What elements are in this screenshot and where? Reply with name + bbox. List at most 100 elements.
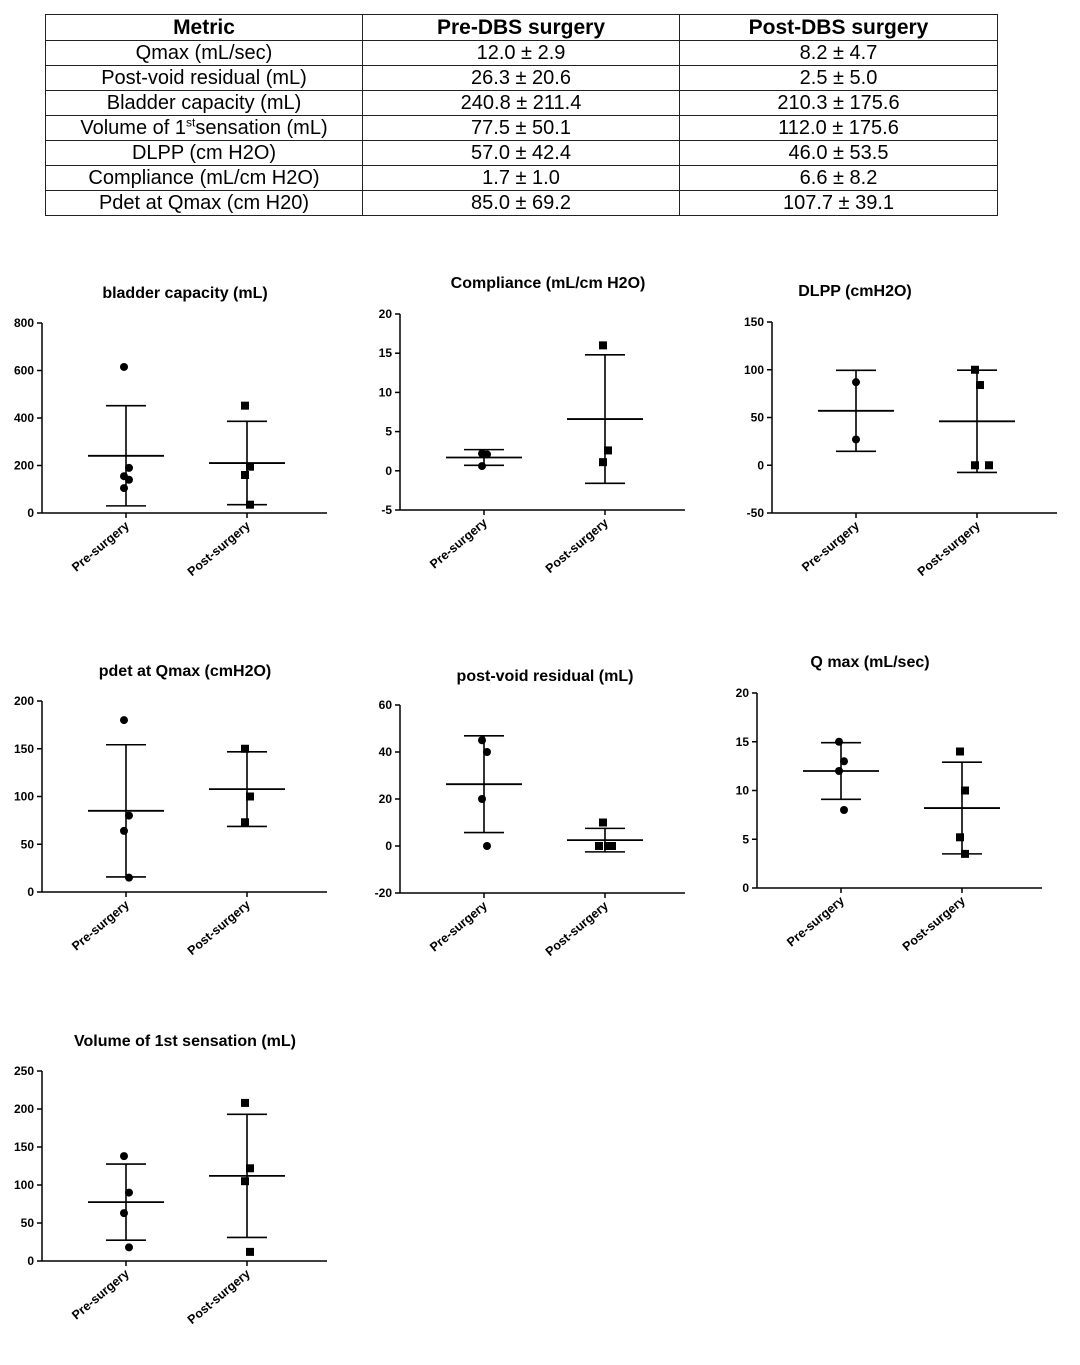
y-tick-label: 50 [21, 1216, 35, 1230]
data-point [483, 450, 491, 459]
series-post [209, 1098, 285, 1256]
series-post [209, 401, 285, 509]
data-point [246, 1164, 254, 1173]
data-point [125, 475, 133, 484]
chart-title: Compliance (mL/cm H2O) [451, 275, 646, 292]
pre-value-cell: 85.0 ± 69.2 [362, 190, 680, 216]
y-tick-label: 100 [14, 790, 34, 804]
y-tick-label: 0 [27, 506, 34, 520]
pre-value-cell: 240.8 ± 211.4 [362, 90, 680, 116]
y-tick-label: 60 [379, 698, 393, 712]
data-point [840, 806, 848, 814]
y-tick-label: 150 [744, 315, 764, 329]
y-tick-label: 600 [14, 364, 34, 378]
data-point [120, 362, 128, 371]
series-pre [88, 1152, 164, 1252]
data-point [599, 341, 607, 350]
data-point [976, 381, 984, 390]
data-point [241, 818, 249, 827]
data-point [956, 833, 964, 842]
series-pre [88, 362, 164, 507]
chart-svg: Q max (mL/sec) 0 5 10 15 20 Pre-surgery Post-su… [736, 654, 1042, 954]
metric-cell: Qmax (mL/sec) [45, 40, 363, 66]
metric-cell: Compliance (mL/cm H2O) [45, 165, 363, 191]
data-point [971, 461, 979, 470]
data-point [478, 795, 486, 803]
table-row: Post-void residual (mL) 26.3 ± 20.6 2.5 … [45, 65, 998, 91]
y-tick-label: 20 [379, 792, 393, 806]
chart-title: pdet at Qmax (cmH2O) [99, 663, 271, 680]
y-tick-label: 100 [14, 1178, 34, 1192]
chart-svg: Compliance (mL/cm H2O) -5 0 5 10 15 20 Pre-surg… [379, 275, 685, 576]
table-header-row: Metric Pre-DBS surgery Post-DBS surgery [45, 14, 998, 41]
y-tick-label: 400 [14, 411, 34, 425]
chart-title: Q max (mL/sec) [810, 654, 929, 671]
data-point [120, 1152, 128, 1161]
y-tick-label: 20 [379, 307, 393, 321]
y-tick-label: 150 [14, 742, 34, 756]
chart-svg: pdet at Qmax (cmH2O) 0 50 100 150 200 Pre-surg… [14, 663, 327, 958]
data-point [478, 736, 486, 745]
series-pre [803, 737, 879, 814]
y-tick-label: 50 [751, 411, 765, 425]
metric-cell: Volume of 1stsensation (mL) [45, 115, 363, 141]
y-tick-label: 5 [742, 832, 749, 846]
data-point [835, 737, 843, 746]
y-tick-label: 200 [14, 694, 34, 708]
post-value-cell: 107.7 ± 39.1 [679, 190, 998, 216]
data-point [604, 446, 612, 455]
data-point [608, 842, 616, 850]
data-point [971, 365, 979, 374]
data-point [241, 1177, 249, 1186]
data-point [956, 747, 964, 756]
chart-pdet-at-qmax: pdet at Qmax (cmH2O) 0 50 100 150 200 Pre-surg… [0, 650, 330, 995]
chart-compliance: Compliance (mL/cm H2O) -5 0 5 10 15 20 Pre-surg… [360, 262, 690, 607]
x-tick-label: Pre-surgery [799, 519, 862, 575]
header-metric: Metric [45, 14, 363, 41]
data-point [241, 1098, 249, 1107]
y-tick-label: 200 [14, 459, 34, 473]
data-point [125, 1243, 133, 1252]
table-row: Bladder capacity (mL) 240.8 ± 211.4 210.… [45, 90, 998, 116]
x-tick-label: Pre-surgery [69, 898, 132, 954]
pre-value-cell: 1.7 ± 1.0 [362, 165, 680, 191]
post-value-cell: 6.6 ± 8.2 [679, 165, 998, 191]
data-point [125, 1188, 133, 1197]
data-point [852, 435, 860, 444]
header-post: Post-DBS surgery [679, 14, 998, 41]
y-tick-label: 0 [27, 1254, 34, 1268]
data-point [241, 744, 249, 753]
y-tick-label: 10 [379, 385, 393, 399]
data-point [985, 461, 993, 470]
chart-title: Volume of 1st sensation (mL) [74, 1033, 296, 1050]
data-point [246, 500, 254, 509]
data-point [120, 716, 128, 725]
series-post [567, 818, 643, 853]
data-point [840, 757, 848, 766]
data-point [478, 462, 486, 471]
data-point [125, 463, 133, 472]
table-row: Volume of 1stsensation (mL) 77.5 ± 50.1 … [45, 115, 998, 141]
chart-dlpp: DLPP (cmH2O) -50 0 50 100 150 Pre-surgery Post-… [720, 270, 1057, 615]
y-tick-label: 250 [14, 1064, 34, 1078]
x-tick-label: Post-surgery [185, 519, 253, 579]
x-tick-label: Pre-surgery [69, 1267, 132, 1323]
metric-cell: Bladder capacity (mL) [45, 90, 363, 116]
y-tick-label: 100 [744, 363, 764, 377]
post-value-cell: 112.0 ± 175.6 [679, 115, 998, 141]
x-tick-label: Post-surgery [915, 519, 983, 579]
pre-value-cell: 12.0 ± 2.9 [362, 40, 680, 66]
chart-bladder-capacity: bladder capacity (mL) 0 200 400 600 800 Pre-su… [0, 270, 330, 615]
y-tick-label: 150 [14, 1140, 34, 1154]
chart-volume-1st-sensation: Volume of 1st sensation (mL) 0 50 100 150 200… [0, 1020, 330, 1365]
post-value-cell: 210.3 ± 175.6 [679, 90, 998, 116]
chart-title: DLPP (cmH2O) [798, 283, 912, 300]
chart-q-max: Q max (mL/sec) 0 5 10 15 20 Pre-surgery Post-su… [720, 645, 1050, 990]
x-tick-label: Post-surgery [185, 898, 253, 958]
series-pre [446, 448, 522, 471]
data-point [246, 792, 254, 801]
x-tick-label: Post-surgery [543, 516, 611, 576]
x-tick-label: Pre-surgery [69, 519, 132, 575]
table-row: Qmax (mL/sec) 12.0 ± 2.9 8.2 ± 4.7 [45, 40, 998, 66]
data-point [483, 842, 491, 850]
